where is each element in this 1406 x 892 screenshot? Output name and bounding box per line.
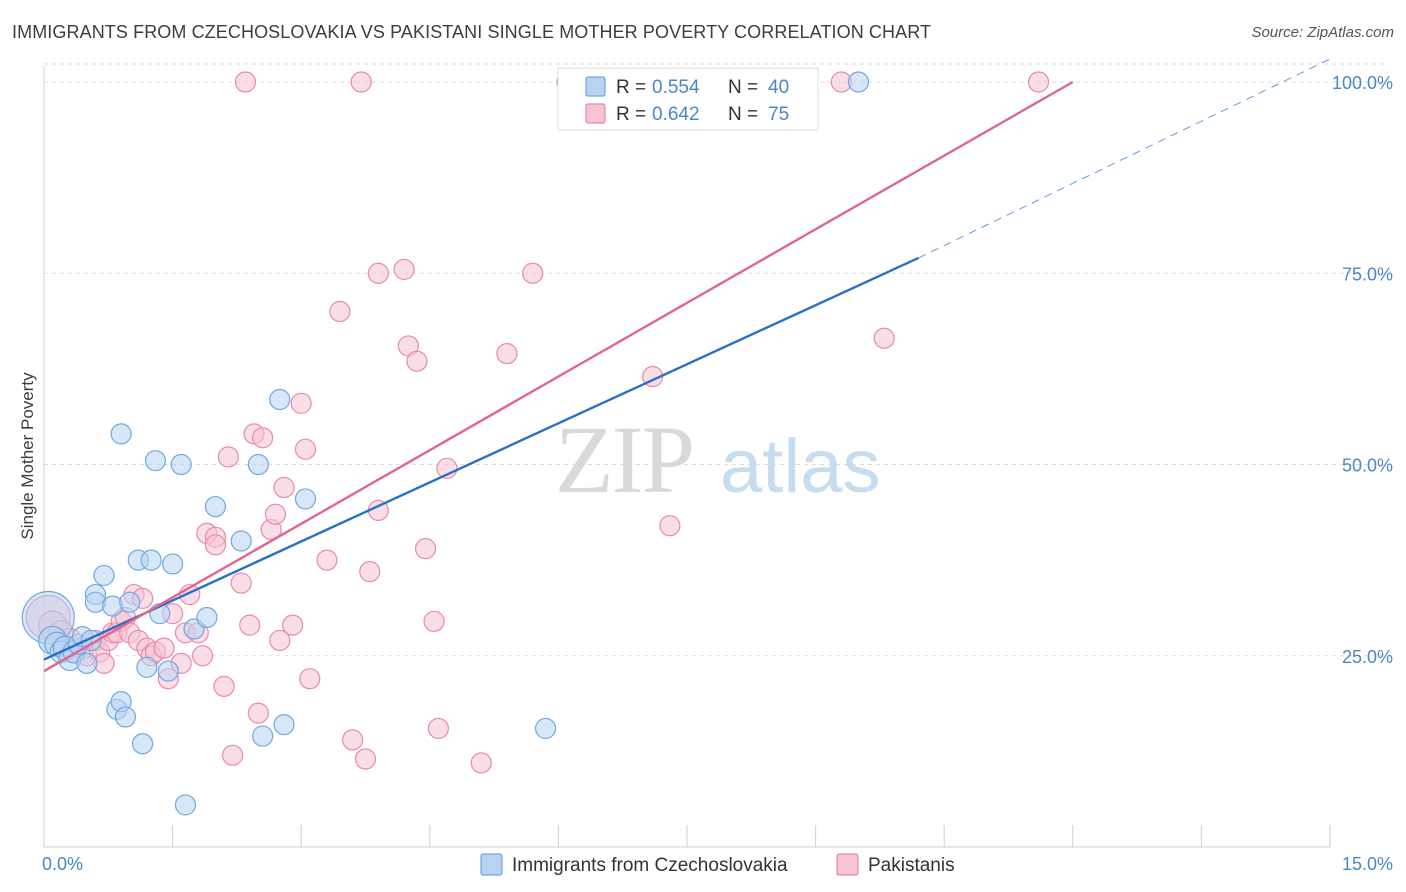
data-point [234,71,257,93]
series-legend-label: Pakistanis [868,855,955,876]
x-tick-label: 0.0% [42,854,83,874]
data-point [393,258,415,281]
data-point [144,450,167,472]
data-point [230,572,252,594]
legend-swatch [585,103,606,124]
data-point [230,530,252,552]
data-point [213,675,235,697]
data-point [153,637,175,659]
data-point [350,71,372,93]
watermark: ZIP atlas [555,406,881,513]
data-point [157,660,179,682]
data-point [101,595,124,617]
data-point [222,744,244,766]
data-point [470,752,492,774]
legend-r-value: 0.554 [652,77,700,98]
data-point [414,538,437,560]
data-point [290,392,312,414]
x-tick-label: 15.0% [1342,854,1393,874]
data-point [273,713,295,736]
data-point [406,350,428,372]
data-point [174,794,197,816]
y-tick-label: 50.0% [1342,456,1393,476]
data-point [204,534,227,556]
data-point [76,652,98,675]
data-point [873,327,895,349]
data-point [359,560,381,583]
data-point [93,564,115,587]
data-point [140,549,162,571]
tick-labels: 25.0% 50.0% 75.0% 100.0% 0.0% 15.0% [42,73,1393,874]
data-point [247,702,269,724]
data-point [1027,71,1050,93]
stats-legend: R = 0.554 N = 40 R = 0.642 N = 75 [557,67,819,131]
data-point [84,591,107,613]
trend-line-czechoslovakia-extension [918,58,1331,259]
y-tick-label: 100.0% [1332,73,1393,93]
data-point [131,733,154,755]
data-point [847,71,870,93]
y-tick-label: 75.0% [1342,264,1393,284]
data-point [534,717,557,740]
data-point [423,610,445,632]
data-point [273,476,295,499]
data-point [162,553,184,575]
data-point [110,423,132,445]
data-point [496,342,518,365]
data-point [367,262,389,284]
legend-n-value: 75 [768,104,789,125]
data-point [192,645,214,667]
data-point [252,725,274,747]
data-point [204,495,227,518]
trend-line-czechoslovakia [43,256,919,661]
data-point [282,614,304,636]
data-point [354,748,377,770]
data-point [329,300,351,323]
data-point [114,706,137,728]
data-point [196,606,218,629]
data-point [269,388,291,411]
legend-n-label: N = [728,104,758,125]
data-point [269,629,291,652]
data-point [217,446,239,468]
data-point [522,262,544,284]
data-point [342,729,364,751]
data-point [294,438,317,460]
data-point [659,515,681,537]
czechoslovakia-points [21,71,870,816]
watermark-atlas: atlas [720,424,881,509]
watermark-zip: ZIP [555,406,693,513]
data-point [119,591,141,613]
y-tick-label: 25.0% [1342,647,1393,667]
legend-n-value: 40 [768,77,789,98]
series-legend: Immigrants from Czechoslovakia Pakistanis [480,853,955,876]
legend-r-label: R = [616,77,646,98]
data-point [136,656,158,678]
legend-r-label: R = [616,104,646,125]
axes [43,66,1331,848]
data-point [316,549,338,571]
trend-lines [43,58,1331,673]
data-point [239,614,261,636]
chart-title: IMMIGRANTS FROM CZECHOSLOVAKIA VS PAKIST… [12,22,932,42]
pakistanis-points [25,71,1050,774]
data-point [252,427,274,449]
series-legend-swatch [480,853,503,876]
data-point [294,488,317,510]
legend-swatch [585,76,606,97]
trend-line-pakistanis [43,80,1074,673]
data-point [170,453,192,476]
legend-n-label: N = [728,77,758,98]
data-point [427,717,449,740]
data-point [247,453,269,476]
series-legend-label: Immigrants from Czechoslovakia [512,855,788,876]
data-point [299,668,321,690]
source-label: Source: ZipAtlas.com [1251,24,1394,41]
legend-r-value: 0.642 [652,104,700,125]
data-point [264,503,287,525]
series-legend-swatch [836,853,859,876]
